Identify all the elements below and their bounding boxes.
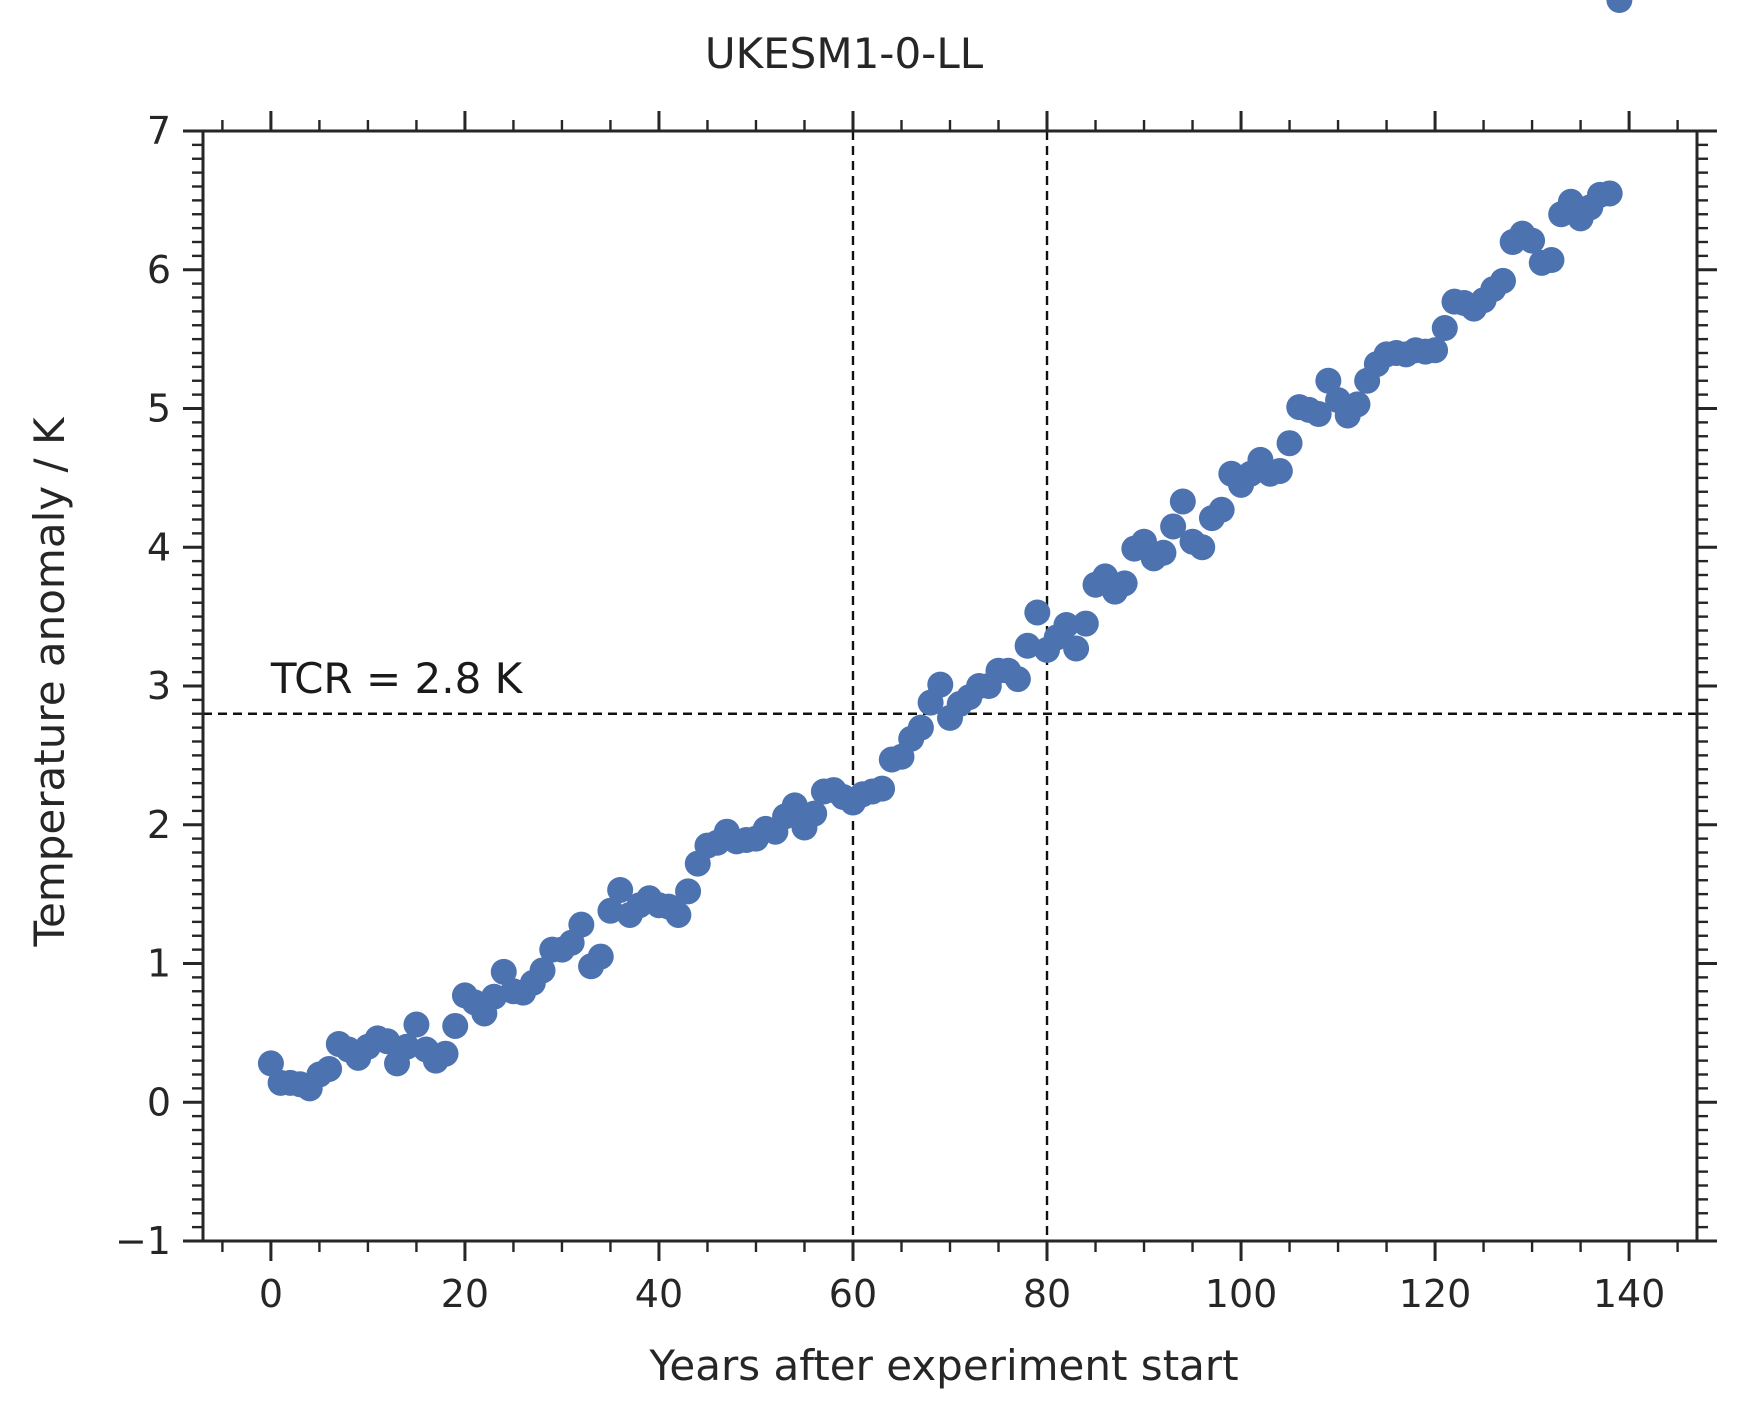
- x-tick-label: 140: [1593, 1272, 1666, 1316]
- data-point: [1344, 391, 1371, 418]
- data-point: [442, 1012, 469, 1039]
- data-point: [927, 671, 954, 698]
- axis-ticks: [183, 111, 1717, 1261]
- data-point: [1063, 635, 1090, 662]
- tick-labels: 0 20 40 60 80 100 120 140 −1 0 1 2 3 4 5 6 7: [115, 109, 1665, 1316]
- y-tick-label: 5: [147, 387, 171, 431]
- data-point: [1208, 496, 1235, 523]
- y-tick-label: 2: [147, 803, 171, 847]
- data-point: [1150, 539, 1177, 566]
- chart-title: UKESM1-0-LL: [705, 29, 984, 78]
- data-point: [1489, 267, 1516, 294]
- y-tick-label: −1: [115, 1219, 171, 1263]
- data-point: [490, 958, 517, 985]
- data-point: [1538, 247, 1565, 274]
- y-tick-label: 0: [147, 1080, 171, 1124]
- data-point: [1315, 367, 1342, 394]
- data-point: [1014, 632, 1041, 659]
- y-tick-label: 4: [147, 525, 171, 569]
- data-point: [1160, 513, 1187, 540]
- tcr-annotation: TCR = 2.8 K: [270, 654, 524, 703]
- reference-lines: [203, 131, 1697, 1241]
- x-tick-label: 20: [441, 1272, 489, 1316]
- data-point: [1053, 611, 1080, 638]
- data-point: [1111, 570, 1138, 597]
- data-point: [1024, 599, 1051, 626]
- data-point: [568, 911, 595, 938]
- data-point: [316, 1055, 343, 1082]
- x-tick-label: 60: [829, 1272, 877, 1316]
- data-points: [257, 0, 1633, 1102]
- data-point: [1189, 534, 1216, 561]
- x-tick-label: 40: [635, 1272, 683, 1316]
- data-point: [1431, 315, 1458, 342]
- x-tick-label: 120: [1399, 1272, 1472, 1316]
- data-point: [1596, 180, 1623, 207]
- y-tick-label: 7: [147, 109, 171, 153]
- data-point: [1422, 337, 1449, 364]
- data-point: [607, 876, 634, 903]
- data-point: [1169, 488, 1196, 515]
- data-point: [1266, 457, 1293, 484]
- data-point: [1519, 227, 1546, 254]
- plot-frame: [201, 129, 1699, 1243]
- data-point: [781, 792, 808, 819]
- data-point: [529, 957, 556, 984]
- x-tick-label: 0: [259, 1272, 283, 1316]
- data-point: [1276, 430, 1303, 457]
- data-point: [597, 897, 624, 924]
- y-axis-label: Temperature anomaly / K: [25, 416, 74, 947]
- y-tick-label: 6: [147, 248, 171, 292]
- data-point: [869, 775, 896, 802]
- data-point: [587, 943, 614, 970]
- data-point: [1606, 0, 1633, 13]
- y-tick-label: 3: [147, 664, 171, 708]
- data-point: [393, 1033, 420, 1060]
- data-point: [675, 878, 702, 905]
- data-point: [665, 901, 692, 928]
- data-point: [1305, 401, 1332, 428]
- x-tick-label: 100: [1205, 1272, 1278, 1316]
- x-tick-label: 80: [1023, 1272, 1071, 1316]
- data-point: [1004, 666, 1031, 693]
- data-point: [257, 1050, 284, 1077]
- data-point: [1072, 610, 1099, 637]
- x-axis-label: Years after experiment start: [648, 1341, 1238, 1390]
- data-point: [403, 1011, 430, 1038]
- data-point: [801, 800, 828, 827]
- data-point: [432, 1040, 459, 1067]
- data-point: [907, 714, 934, 741]
- y-tick-label: 1: [147, 942, 171, 986]
